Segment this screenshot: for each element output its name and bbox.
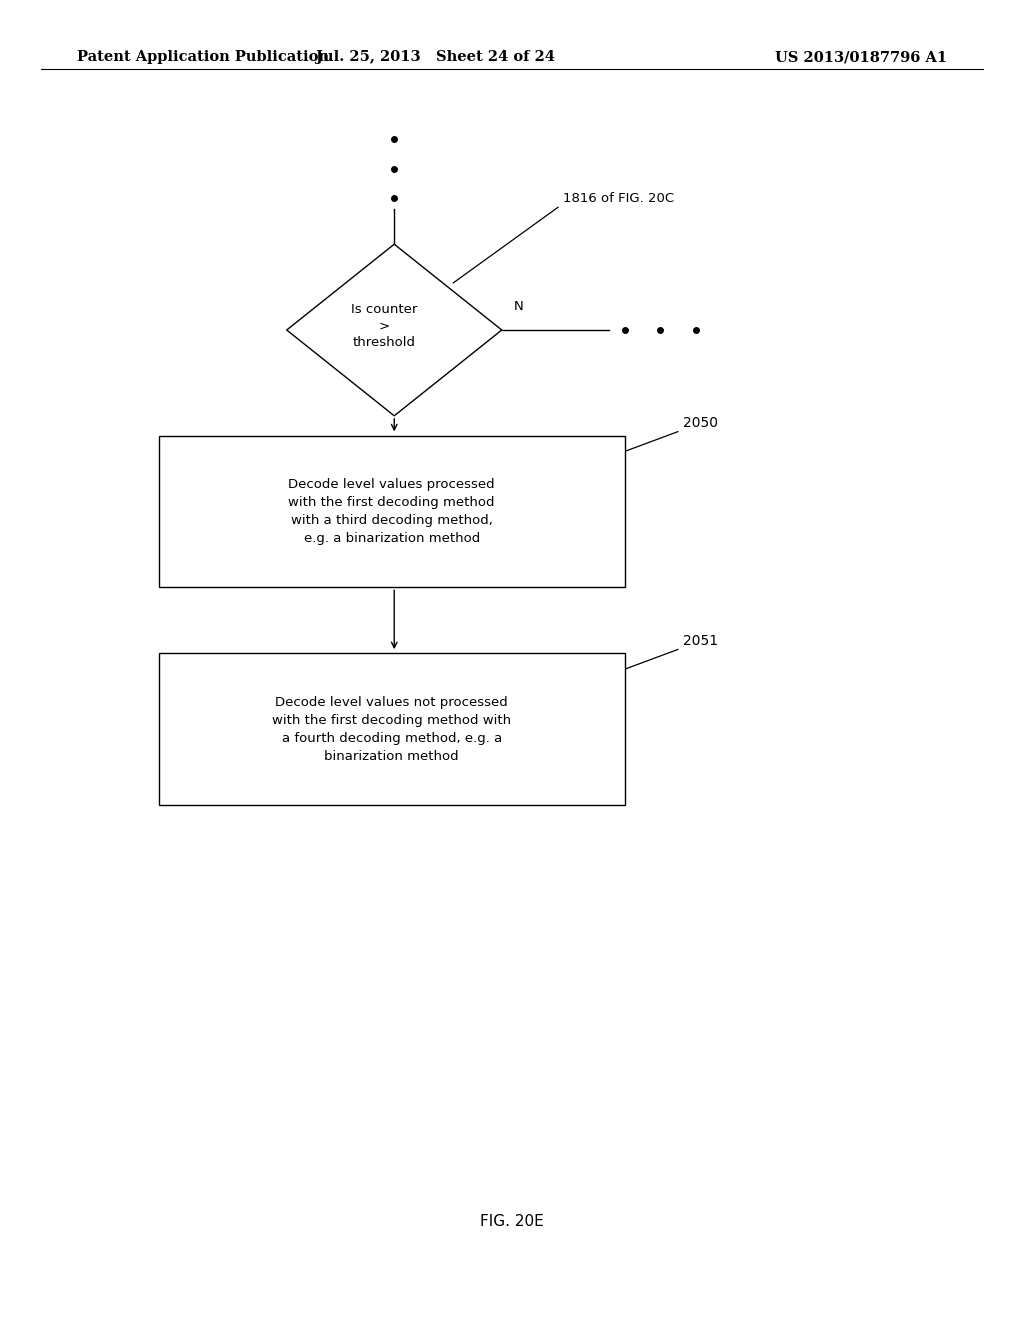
Text: Jul. 25, 2013   Sheet 24 of 24: Jul. 25, 2013 Sheet 24 of 24: [315, 50, 555, 65]
Text: 2051: 2051: [683, 634, 718, 648]
Text: FIG. 20E: FIG. 20E: [480, 1213, 544, 1229]
Text: Y: Y: [413, 438, 421, 451]
Text: Is counter
>
threshold: Is counter > threshold: [351, 304, 417, 348]
Text: 2050: 2050: [683, 416, 718, 430]
Bar: [159, 653, 625, 805]
Text: 1816 of FIG. 20C: 1816 of FIG. 20C: [563, 191, 675, 205]
Text: Patent Application Publication: Patent Application Publication: [77, 50, 329, 65]
Text: US 2013/0187796 A1: US 2013/0187796 A1: [775, 50, 947, 65]
Text: Decode level values not processed
with the first decoding method with
a fourth d: Decode level values not processed with t…: [272, 696, 511, 763]
Text: N: N: [514, 300, 524, 313]
Text: Decode level values processed
with the first decoding method
with a third decodi: Decode level values processed with the f…: [289, 478, 495, 545]
Bar: [159, 436, 625, 587]
